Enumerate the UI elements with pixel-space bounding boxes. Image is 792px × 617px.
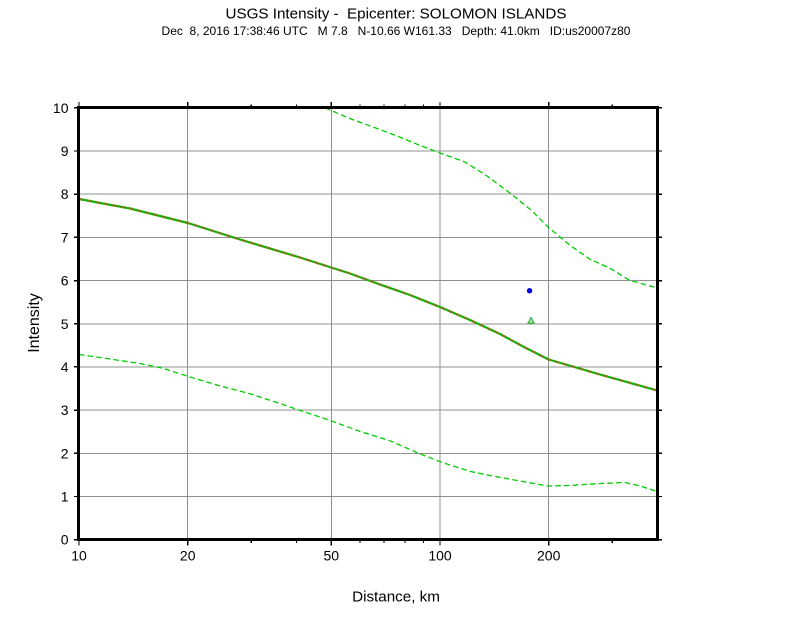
svg-text:10: 10 bbox=[71, 547, 87, 563]
svg-text:USGS Intensity - Epicenter: S: USGS Intensity - Epicenter: SOLOMON ISLA… bbox=[226, 6, 567, 23]
svg-text:0: 0 bbox=[61, 532, 69, 548]
svg-text:Intensity: Intensity bbox=[26, 293, 43, 353]
svg-text:Distance, km: Distance, km bbox=[352, 589, 440, 606]
svg-text:4: 4 bbox=[61, 359, 69, 375]
svg-text:200: 200 bbox=[537, 547, 561, 563]
svg-text:2: 2 bbox=[61, 445, 69, 461]
svg-text:7: 7 bbox=[61, 229, 69, 245]
svg-text:3: 3 bbox=[61, 402, 69, 418]
svg-text:5: 5 bbox=[61, 316, 69, 332]
svg-text:8: 8 bbox=[61, 186, 69, 202]
svg-text:1: 1 bbox=[61, 489, 69, 505]
svg-text:6: 6 bbox=[61, 273, 69, 289]
svg-text:100: 100 bbox=[428, 547, 452, 563]
svg-text:10: 10 bbox=[53, 100, 69, 116]
svg-text:50: 50 bbox=[324, 547, 340, 563]
svg-text:9: 9 bbox=[61, 143, 69, 159]
svg-text:Dec 8, 2016 17:38:46 UTC M: Dec 8, 2016 17:38:46 UTC M 7.8 N-10.66 W… bbox=[162, 24, 631, 38]
svg-text:20: 20 bbox=[180, 547, 196, 563]
